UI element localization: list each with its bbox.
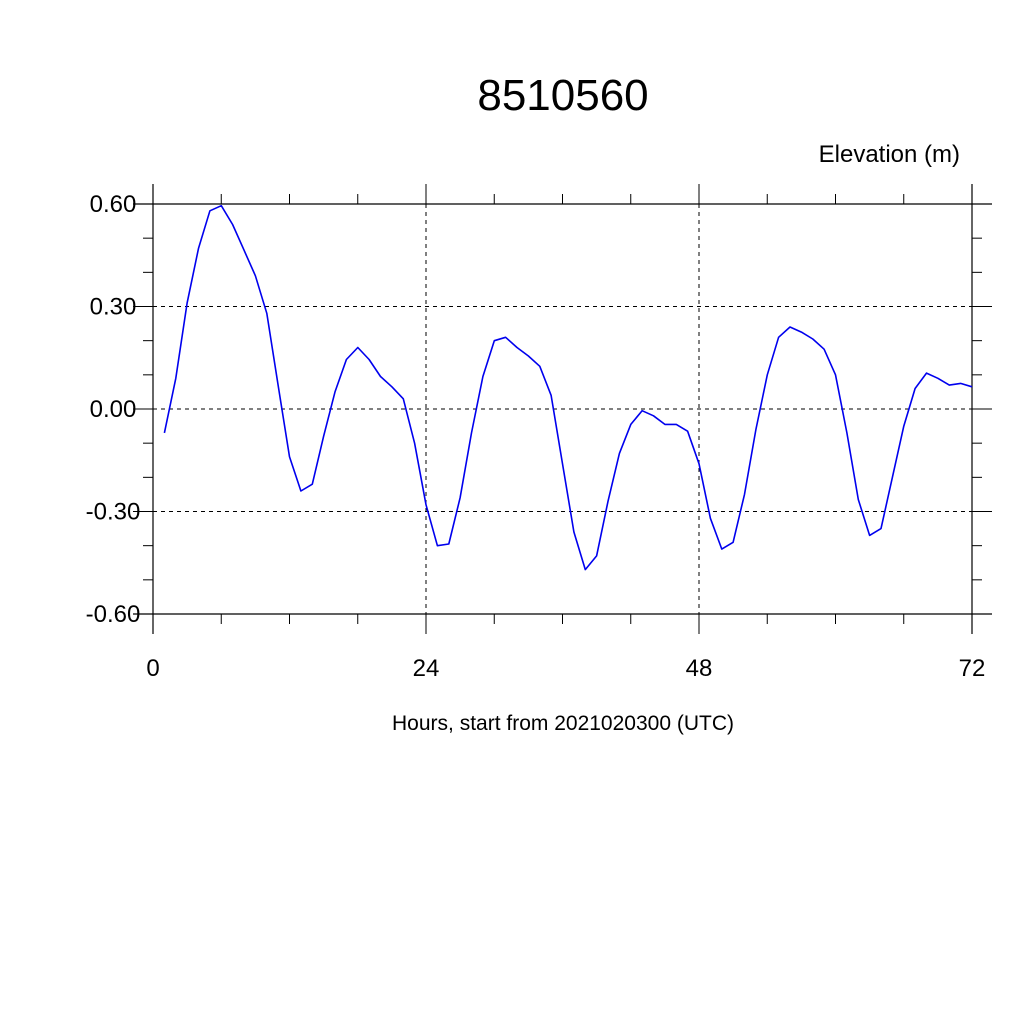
chart-title: 8510560	[477, 71, 648, 120]
plot-frame	[133, 184, 992, 634]
series-group	[163, 204, 973, 571]
y-tick-label: 0.60	[90, 191, 137, 218]
x-tick-label: 72	[959, 655, 986, 682]
y-tick-label: 0.00	[90, 396, 137, 423]
y-tick-labels: 0.60 0.30 0.00 -0.30 -0.60	[86, 191, 141, 628]
x-tick-label: 0	[146, 655, 159, 682]
y-tick-label: -0.30	[86, 499, 141, 526]
elevation-series-line	[163, 204, 973, 571]
y-axis-label: Elevation (m)	[819, 141, 960, 168]
x-tick-label: 24	[413, 655, 440, 682]
y-tick-label: 0.30	[90, 294, 137, 321]
x-tick-label: 48	[686, 655, 713, 682]
x-tick-labels: 0 24 48 72	[146, 655, 985, 682]
x-axis-label: Hours, start from 2021020300 (UTC)	[392, 712, 734, 735]
y-tick-label: -0.60	[86, 601, 141, 628]
grid-lines	[152, 203, 973, 615]
